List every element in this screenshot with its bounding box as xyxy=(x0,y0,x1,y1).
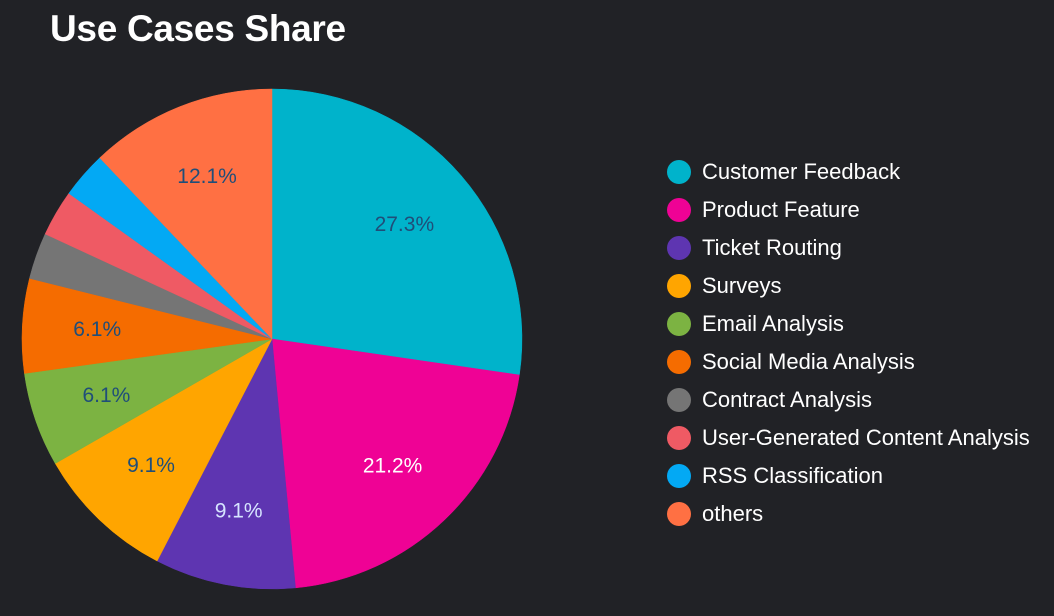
pie-slice-ticket-routing[interactable] xyxy=(156,338,296,590)
legend-swatch-icon xyxy=(667,502,691,526)
legend-item[interactable]: Email Analysis xyxy=(667,305,1030,343)
legend-item[interactable]: Social Media Analysis xyxy=(667,343,1030,381)
legend-item[interactable]: RSS Classification xyxy=(667,457,1030,495)
pie-slice-surveys[interactable] xyxy=(54,338,273,562)
legend-swatch-icon xyxy=(667,198,691,222)
legend-label: Customer Feedback xyxy=(702,159,901,184)
legend: Customer Feedback Product Feature Ticket R… xyxy=(667,153,1030,533)
pie-chart: 27.3% 21.2% 9.1% 9.1% 6.1% 6.1% 12.1% xyxy=(21,88,523,590)
legend-swatch-icon xyxy=(667,426,691,450)
legend-label: Surveys xyxy=(702,273,782,298)
legend-item[interactable]: Surveys xyxy=(667,267,1030,305)
legend-swatch-icon xyxy=(667,274,691,298)
slice-label: 6.1% xyxy=(82,384,130,407)
slice-label: 9.1% xyxy=(215,499,263,522)
pie-slices xyxy=(21,88,523,590)
legend-swatch-icon xyxy=(667,160,691,184)
legend-swatch-icon xyxy=(667,388,691,412)
slice-label: 21.2% xyxy=(363,454,423,477)
slice-label: 6.1% xyxy=(73,318,121,341)
legend-item[interactable]: others xyxy=(667,495,1030,533)
pie-slice-customer-feedback[interactable] xyxy=(271,88,523,376)
legend-swatch-icon xyxy=(667,464,691,488)
pie-labels: 27.3% 21.2% 9.1% 9.1% 6.1% 6.1% 12.1% xyxy=(73,165,434,522)
legend-label: Social Media Analysis xyxy=(702,349,915,374)
slice-label: 12.1% xyxy=(177,165,237,188)
slice-label: 27.3% xyxy=(375,213,435,236)
legend-item[interactable]: Contract Analysis xyxy=(667,381,1030,419)
legend-swatch-icon xyxy=(667,350,691,374)
legend-label: Email Analysis xyxy=(702,311,844,336)
legend-label: others xyxy=(702,501,764,526)
legend-item[interactable]: User-Generated Content Analysis xyxy=(667,419,1030,457)
legend-label: Ticket Routing xyxy=(702,235,842,260)
legend-label: User-Generated Content Analysis xyxy=(702,425,1030,450)
legend-item[interactable]: Customer Feedback xyxy=(667,153,1030,191)
pie-slice-product-feature[interactable] xyxy=(271,338,520,589)
pie-slice-others[interactable] xyxy=(99,88,273,340)
legend-swatch-icon xyxy=(667,236,691,260)
legend-label: Product Feature xyxy=(702,197,860,222)
chart-title: Use Cases Share xyxy=(50,8,346,49)
legend-swatch-icon xyxy=(667,312,691,336)
slice-label: 9.1% xyxy=(127,454,175,477)
legend-item[interactable]: Ticket Routing xyxy=(667,229,1030,267)
legend-label: RSS Classification xyxy=(702,463,883,488)
legend-item[interactable]: Product Feature xyxy=(667,191,1030,229)
legend-label: Contract Analysis xyxy=(702,387,872,412)
